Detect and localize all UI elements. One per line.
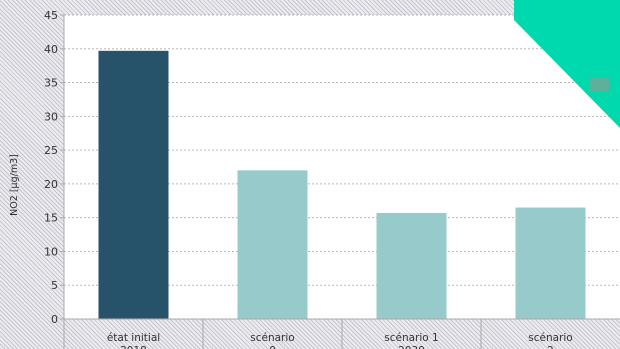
corner-accent-shape: [514, 0, 620, 128]
x-category-label: état initial2018: [107, 332, 160, 349]
y-tick-label: 35: [44, 77, 58, 90]
bar: [376, 212, 447, 319]
y-tick-label: 45: [44, 9, 58, 22]
bar: [98, 50, 169, 319]
y-tick-label: 5: [51, 279, 58, 292]
y-tick-label: 20: [44, 178, 58, 191]
y-axis-label: NO2 [µg/m3]: [9, 154, 20, 216]
bars: [98, 50, 586, 319]
accent-square: [589, 78, 609, 91]
x-category-label: scénario 12030: [384, 332, 438, 349]
bar: [515, 207, 586, 319]
x-category-label: scénario2: [528, 332, 572, 349]
bar: [237, 170, 308, 319]
x-category-label: scénario0: [250, 332, 294, 349]
y-tick-label: 25: [44, 144, 58, 157]
y-tick-label: 0: [51, 313, 58, 326]
y-tick-labels: 0 5 10 15 20 25 30 35 40 45: [44, 9, 64, 326]
x-category-labels: état initial2018 scénario0 scénario 12030 s…: [107, 319, 573, 349]
y-tick-label: 10: [44, 245, 58, 258]
y-tick-label: 15: [44, 212, 58, 225]
y-tick-label: 30: [44, 110, 58, 123]
y-tick-label: 40: [44, 43, 58, 56]
